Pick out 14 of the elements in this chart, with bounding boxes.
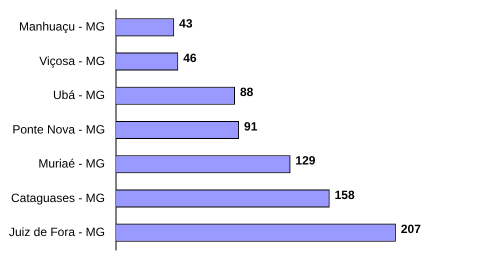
- data-label: 129: [295, 154, 316, 168]
- data-label: 88: [240, 85, 254, 100]
- y-tick-label: Cataguases - MG: [10, 190, 106, 205]
- y-tick-label: Juiz de Fora - MG: [8, 225, 106, 239]
- data-label: 43: [179, 16, 193, 31]
- y-tick-label: Ubá - MG: [53, 88, 106, 102]
- data-label: 207: [400, 222, 422, 236]
- data-label: 158: [334, 188, 355, 202]
- y-tick-label: Viçosa - MG: [39, 54, 106, 68]
- y-tick-label: Manhuaçu - MG: [18, 20, 106, 34]
- data-label: 46: [183, 50, 197, 65]
- y-tick-label: Muriaé - MG: [38, 156, 106, 171]
- data-label: 91: [244, 119, 258, 134]
- y-tick-label: Ponte Nova - MG: [12, 122, 106, 136]
